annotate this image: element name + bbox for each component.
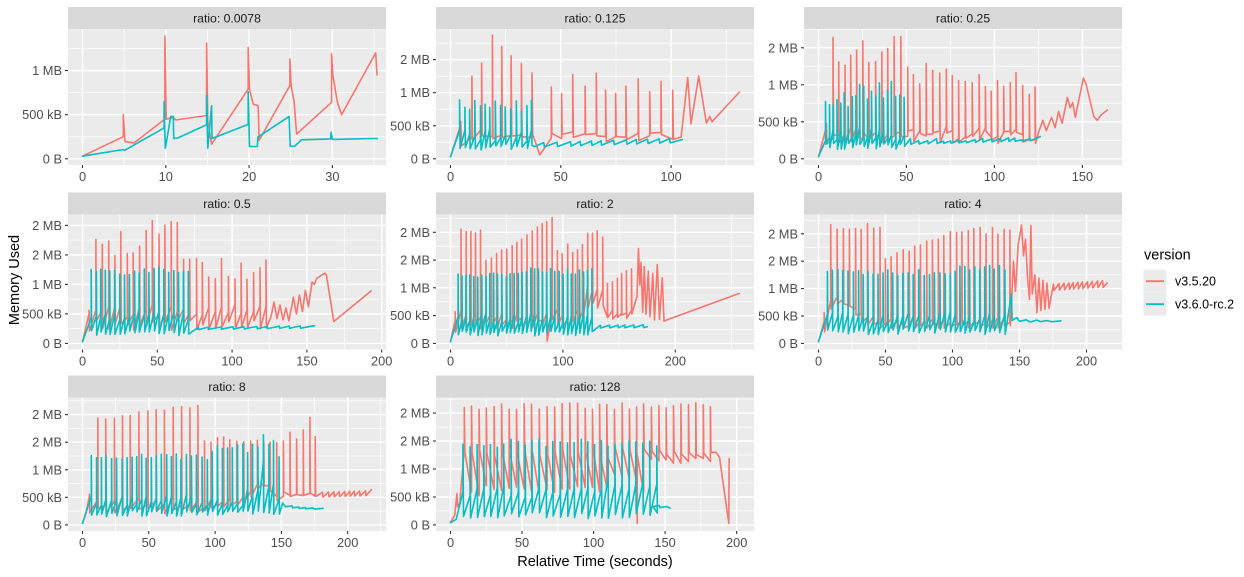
svg-text:2 MB: 2 MB	[400, 253, 430, 268]
svg-text:0: 0	[447, 169, 454, 184]
svg-text:2 MB: 2 MB	[400, 406, 430, 421]
svg-text:2 MB: 2 MB	[400, 434, 430, 449]
svg-text:0 B: 0 B	[411, 151, 430, 166]
svg-text:50: 50	[150, 354, 164, 369]
svg-text:Memory Used: Memory Used	[7, 235, 23, 325]
svg-text:0 B: 0 B	[411, 517, 430, 532]
svg-text:50: 50	[142, 535, 156, 550]
svg-text:2 MB: 2 MB	[32, 435, 62, 450]
svg-text:200: 200	[726, 535, 747, 550]
svg-text:0: 0	[447, 535, 454, 550]
svg-text:200: 200	[665, 354, 686, 369]
svg-text:30: 30	[325, 169, 339, 184]
svg-text:100: 100	[221, 354, 242, 369]
svg-text:1 MB: 1 MB	[768, 281, 798, 296]
svg-text:20: 20	[242, 169, 256, 184]
svg-text:2 MB: 2 MB	[32, 218, 62, 233]
svg-text:50: 50	[899, 169, 913, 184]
svg-text:2 MB: 2 MB	[32, 407, 62, 422]
svg-text:0 B: 0 B	[43, 336, 62, 351]
svg-text:0: 0	[815, 354, 822, 369]
svg-text:v3.5.20: v3.5.20	[1175, 275, 1216, 289]
svg-text:0 B: 0 B	[43, 151, 62, 166]
svg-text:1 MB: 1 MB	[32, 462, 62, 477]
svg-text:ratio: 4: ratio: 4	[944, 197, 981, 211]
svg-text:500 kB: 500 kB	[22, 107, 62, 122]
svg-text:0: 0	[815, 169, 822, 184]
svg-text:ratio: 0.0078: ratio: 0.0078	[193, 12, 261, 26]
svg-text:2 MB: 2 MB	[400, 52, 430, 67]
svg-text:0 B: 0 B	[779, 336, 798, 351]
svg-text:ratio: 0.125: ratio: 0.125	[565, 12, 626, 26]
svg-text:200: 200	[371, 354, 392, 369]
svg-text:ratio: 2: ratio: 2	[576, 197, 613, 211]
svg-text:200: 200	[337, 535, 358, 550]
svg-text:500 kB: 500 kB	[390, 308, 430, 323]
svg-text:100: 100	[204, 535, 225, 550]
svg-text:1 MB: 1 MB	[400, 280, 430, 295]
svg-text:2 MB: 2 MB	[768, 254, 798, 269]
svg-text:1 MB: 1 MB	[32, 277, 62, 292]
svg-text:50: 50	[878, 354, 892, 369]
svg-text:500 kB: 500 kB	[22, 306, 62, 321]
svg-text:1 MB: 1 MB	[768, 77, 798, 92]
svg-text:100: 100	[984, 169, 1005, 184]
svg-text:0 B: 0 B	[43, 517, 62, 532]
svg-text:ratio: 0.5: ratio: 0.5	[203, 197, 251, 211]
svg-text:150: 150	[296, 354, 317, 369]
svg-text:ratio: 0.25: ratio: 0.25	[936, 12, 990, 26]
svg-text:150: 150	[654, 535, 675, 550]
svg-text:2 MB: 2 MB	[32, 247, 62, 262]
svg-text:50: 50	[554, 169, 568, 184]
svg-text:2 MB: 2 MB	[400, 225, 430, 240]
svg-text:0: 0	[447, 354, 454, 369]
svg-text:2 MB: 2 MB	[768, 40, 798, 55]
svg-text:500 kB: 500 kB	[758, 114, 798, 129]
svg-text:ratio: 8: ratio: 8	[208, 380, 245, 394]
svg-text:50: 50	[515, 535, 529, 550]
svg-text:1 MB: 1 MB	[400, 85, 430, 100]
svg-text:500 kB: 500 kB	[22, 490, 62, 505]
svg-text:Relative Time (seconds): Relative Time (seconds)	[517, 554, 673, 570]
svg-text:500 kB: 500 kB	[390, 490, 430, 505]
svg-text:10: 10	[159, 169, 173, 184]
svg-text:150: 150	[1072, 169, 1093, 184]
svg-text:1 MB: 1 MB	[400, 462, 430, 477]
svg-text:500 kB: 500 kB	[758, 309, 798, 324]
svg-text:version: version	[1144, 248, 1191, 264]
svg-text:0: 0	[79, 535, 86, 550]
svg-text:1 MB: 1 MB	[32, 63, 62, 78]
svg-text:2 MB: 2 MB	[768, 226, 798, 241]
svg-text:500 kB: 500 kB	[390, 118, 430, 133]
svg-text:100: 100	[583, 535, 604, 550]
svg-text:100: 100	[660, 169, 681, 184]
svg-text:100: 100	[942, 354, 963, 369]
svg-text:0 B: 0 B	[779, 151, 798, 166]
svg-text:100: 100	[552, 354, 573, 369]
svg-text:150: 150	[1009, 354, 1030, 369]
svg-text:0: 0	[79, 354, 86, 369]
svg-text:0: 0	[79, 169, 86, 184]
svg-text:0 B: 0 B	[411, 336, 430, 351]
svg-text:200: 200	[1076, 354, 1097, 369]
svg-text:v3.6.0-rc.2: v3.6.0-rc.2	[1175, 298, 1234, 312]
svg-text:150: 150	[271, 535, 292, 550]
svg-text:ratio: 128: ratio: 128	[570, 380, 621, 394]
